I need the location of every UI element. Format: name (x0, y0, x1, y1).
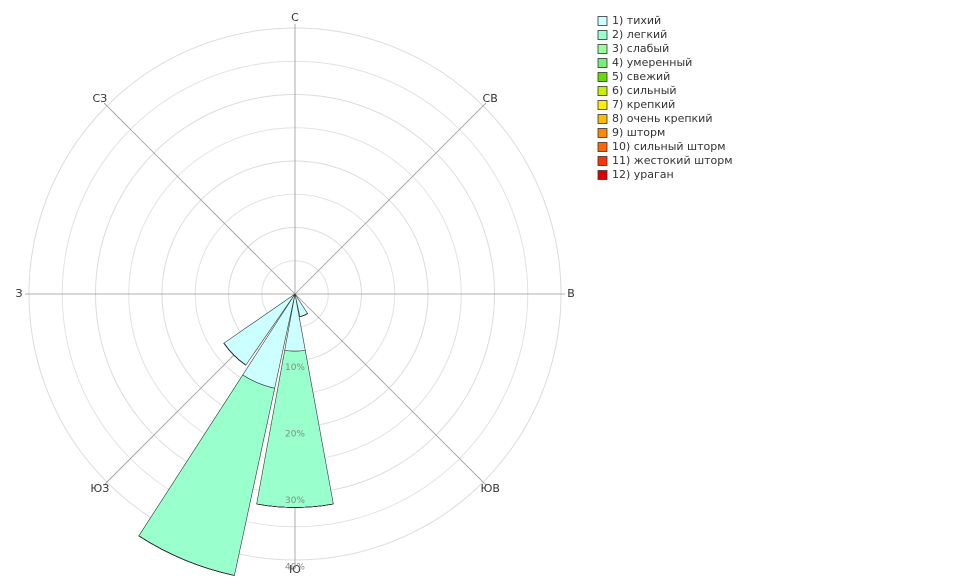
legend-swatch (597, 16, 608, 26)
sector (138, 535, 235, 576)
legend-label: 11) жестокий шторм (612, 154, 733, 167)
sector (138, 374, 276, 576)
legend-label: 9) шторм (612, 126, 665, 139)
legend-label: 8) очень крепкий (612, 112, 712, 125)
direction-label: ЮЗ (90, 482, 109, 495)
direction-label: С (291, 11, 299, 24)
direction-axis (294, 102, 487, 295)
legend-label: 5) свежий (612, 70, 670, 83)
legend-label: 10) сильный шторм (612, 140, 726, 153)
direction-axis (294, 293, 487, 486)
legend-swatch (597, 142, 608, 152)
legend-swatch (597, 156, 608, 166)
direction-axis (103, 102, 296, 295)
direction-label: З (15, 287, 22, 300)
direction-label: В (567, 287, 575, 300)
legend-label: 12) ураган (612, 168, 674, 181)
legend-swatch (597, 86, 608, 96)
sector (256, 503, 334, 508)
legend-label: 1) тихий (612, 14, 661, 27)
legend-label: 7) крепкий (612, 98, 675, 111)
legend-swatch (597, 30, 608, 40)
direction-label: СЗ (92, 92, 107, 105)
legend-swatch (597, 100, 608, 110)
legend-label: 3) слабый (612, 42, 669, 55)
direction-label: ЮВ (480, 482, 499, 495)
sector (299, 313, 308, 318)
legend-swatch (597, 44, 608, 54)
legend-swatch (597, 128, 608, 138)
r-tick-label: 30% (285, 496, 305, 506)
r-tick-label: 10% (285, 363, 305, 373)
direction-label: Ю (289, 563, 301, 576)
direction-label: СВ (483, 92, 498, 105)
legend-swatch (597, 170, 608, 180)
r-tick-label: 20% (285, 430, 305, 440)
legend-label: 4) умеренный (612, 56, 692, 69)
legend-swatch (597, 72, 608, 82)
legend-label: 6) сильный (612, 84, 677, 97)
sector (223, 342, 247, 366)
legend-swatch (597, 58, 608, 68)
r-tick-label: 40% (285, 563, 305, 573)
legend-label: 2) легкий (612, 28, 667, 41)
legend-swatch (597, 114, 608, 124)
